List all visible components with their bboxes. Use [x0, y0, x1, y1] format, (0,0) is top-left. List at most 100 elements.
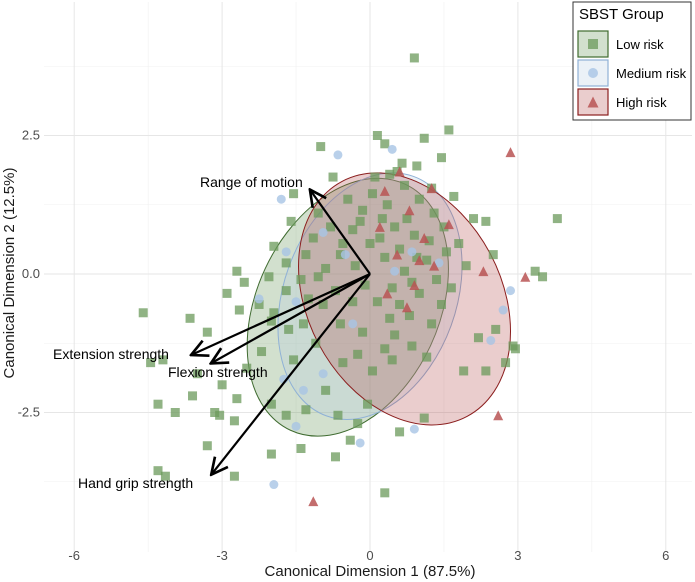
- point-low-risk: [419, 413, 429, 423]
- y-tick-label: -2.5: [18, 405, 40, 420]
- point-medium-risk: [318, 369, 328, 379]
- point-medium-risk: [486, 335, 496, 345]
- point-low-risk: [355, 216, 365, 226]
- point-low-risk: [501, 358, 511, 368]
- point-low-risk: [363, 399, 373, 409]
- point-medium-risk: [506, 286, 516, 296]
- legend-marker: [588, 68, 598, 78]
- x-tick-label: 6: [662, 548, 669, 563]
- point-low-risk: [429, 208, 439, 218]
- point-high-risk: [308, 496, 319, 507]
- legend-marker: [588, 39, 598, 49]
- point-low-risk: [377, 214, 387, 224]
- point-high-risk: [443, 219, 454, 230]
- point-low-risk: [358, 205, 368, 215]
- point-low-risk: [321, 263, 331, 273]
- point-low-risk: [390, 222, 400, 232]
- vector-label: Flexion strength: [168, 364, 268, 380]
- point-high-risk: [379, 185, 390, 196]
- point-low-risk: [210, 408, 220, 417]
- vector-arrow: [193, 272, 371, 354]
- point-low-risk: [382, 200, 392, 210]
- legend-label: High risk: [616, 95, 667, 110]
- point-low-risk: [400, 180, 410, 190]
- point-low-risk: [372, 297, 382, 307]
- y-tick-label: 2.5: [22, 128, 40, 143]
- point-low-risk: [266, 399, 276, 409]
- point-low-risk: [348, 297, 358, 307]
- point-high-risk: [374, 221, 385, 232]
- x-tick-label: 3: [514, 548, 521, 563]
- point-low-risk: [400, 266, 410, 276]
- vector-label: Range of motion: [200, 174, 303, 190]
- point-medium-risk: [298, 385, 308, 395]
- point-low-risk: [333, 410, 343, 420]
- point-medium-risk: [407, 247, 417, 257]
- vector-arrow: [311, 191, 371, 275]
- point-medium-risk: [355, 438, 365, 448]
- legend: SBST Group Low risk Medium risk High risk: [572, 1, 692, 121]
- legend-label: Medium risk: [616, 66, 687, 81]
- point-medium-risk: [291, 297, 301, 307]
- point-low-risk: [454, 239, 464, 249]
- point-low-risk: [350, 261, 360, 271]
- point-low-risk: [424, 236, 434, 246]
- point-low-risk: [412, 252, 422, 262]
- point-low-risk: [358, 327, 368, 337]
- point-low-risk: [281, 258, 291, 268]
- point-low-risk: [269, 241, 279, 251]
- point-low-risk: [146, 358, 156, 368]
- point-low-risk: [281, 286, 291, 296]
- point-low-risk: [422, 352, 432, 362]
- point-low-risk: [395, 427, 405, 437]
- point-low-risk: [335, 250, 345, 260]
- point-low-risk: [318, 299, 328, 309]
- point-low-risk: [390, 330, 400, 340]
- point-low-risk: [375, 233, 385, 243]
- point-low-risk: [473, 333, 483, 343]
- point-low-risk: [289, 355, 299, 365]
- point-low-risk: [491, 324, 501, 334]
- point-low-risk: [446, 283, 456, 293]
- point-low-risk: [316, 142, 326, 152]
- point-low-risk: [419, 133, 429, 143]
- point-medium-risk: [318, 227, 328, 237]
- point-low-risk: [254, 299, 264, 309]
- point-low-risk: [459, 366, 469, 376]
- point-high-risk: [409, 280, 420, 291]
- point-low-risk: [538, 272, 548, 282]
- point-medium-risk: [254, 294, 264, 304]
- vector-label: Hand grip strength: [78, 475, 193, 491]
- y-axis-title: Canonical Dimension 2 (12.5%): [1, 168, 18, 379]
- point-high-risk: [505, 147, 516, 158]
- point-low-risk: [414, 194, 424, 204]
- point-low-risk: [202, 441, 212, 451]
- point-low-risk: [387, 283, 397, 293]
- point-low-risk: [234, 305, 244, 315]
- point-low-risk: [367, 366, 377, 376]
- point-medium-risk: [281, 247, 291, 257]
- point-low-risk: [380, 139, 390, 149]
- point-low-risk: [326, 222, 336, 232]
- point-low-risk: [328, 172, 338, 182]
- point-low-risk: [372, 131, 382, 140]
- point-medium-risk: [333, 150, 343, 160]
- legend-marker: [587, 96, 599, 108]
- vector-arrow: [212, 273, 371, 473]
- loading-vectors: Range of motion Extension strength Flexion…: [53, 174, 371, 491]
- point-low-risk: [222, 288, 232, 298]
- point-low-risk: [488, 250, 498, 260]
- point-low-risk: [185, 313, 195, 323]
- point-low-risk: [444, 125, 454, 135]
- point-low-risk: [461, 261, 471, 271]
- point-low-risk: [202, 327, 212, 337]
- point-low-risk: [296, 275, 306, 285]
- legend-title: SBST Group: [579, 6, 664, 23]
- point-low-risk: [409, 230, 419, 240]
- point-low-risk: [432, 275, 442, 285]
- point-low-risk: [257, 347, 267, 357]
- vector-arrow: [212, 273, 371, 363]
- point-low-risk: [427, 319, 437, 329]
- point-low-risk: [397, 158, 407, 168]
